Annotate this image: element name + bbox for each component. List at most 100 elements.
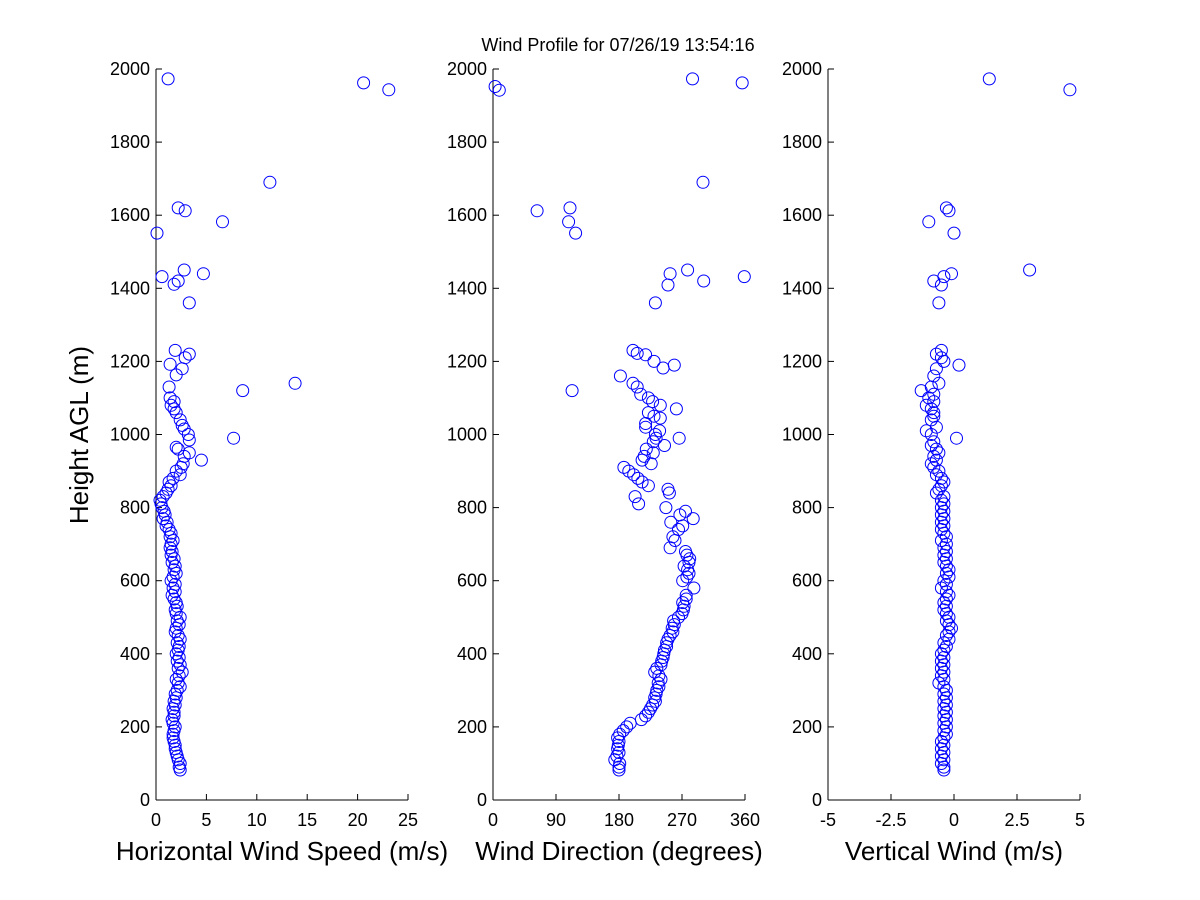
data-point <box>648 296 662 310</box>
data-point <box>939 566 953 580</box>
data-point <box>914 384 928 398</box>
data-point <box>939 201 953 215</box>
x-tick-label: 0 <box>949 810 959 830</box>
data-point <box>945 267 958 281</box>
data-point <box>934 471 948 485</box>
data-point <box>648 694 662 708</box>
data-point <box>563 201 577 215</box>
data-point <box>924 413 938 427</box>
data-point <box>169 406 183 420</box>
data-point <box>626 343 640 357</box>
y-tick-label: 600 <box>457 571 487 591</box>
data-point <box>155 270 169 284</box>
data-point <box>639 420 653 434</box>
x-tick-label: 10 <box>247 810 267 830</box>
x-axis-label: Wind Direction (degrees) <box>475 836 763 866</box>
data-point <box>172 669 186 683</box>
data-point <box>163 530 177 544</box>
data-point <box>939 545 953 558</box>
data-point <box>569 226 583 240</box>
y-tick-label: 2000 <box>110 59 150 79</box>
data-point <box>168 698 182 712</box>
data-point <box>686 72 699 86</box>
data-point <box>628 490 642 504</box>
data-point <box>171 753 185 767</box>
data-point <box>166 727 180 741</box>
x-tick-label: 25 <box>398 810 418 830</box>
data-point <box>168 738 182 752</box>
data-point <box>167 402 181 416</box>
data-point <box>646 395 660 409</box>
data-point <box>166 534 180 547</box>
data-point <box>669 402 683 416</box>
x-tick-label: 180 <box>604 810 634 830</box>
data-point <box>919 424 933 438</box>
data-point <box>937 504 951 518</box>
data-point <box>617 460 631 474</box>
data-point <box>932 676 946 690</box>
y-tick-label: 1800 <box>110 132 150 152</box>
data-point <box>929 468 943 482</box>
y-tick-label: 2000 <box>782 59 822 79</box>
data-point <box>697 274 711 288</box>
data-point <box>170 654 184 668</box>
data-point <box>167 705 181 719</box>
data-point <box>939 585 953 599</box>
data-point <box>927 406 941 420</box>
data-point <box>196 267 210 281</box>
data-point <box>646 446 660 460</box>
data-point <box>173 632 187 646</box>
data-point <box>612 760 626 774</box>
data-point <box>167 592 181 606</box>
data-point <box>170 614 184 628</box>
data-point <box>173 468 187 482</box>
data-point <box>682 555 696 569</box>
data-point <box>158 508 172 522</box>
data-point <box>672 431 686 445</box>
data-point <box>942 204 956 218</box>
data-point <box>937 354 951 368</box>
data-point <box>647 409 661 423</box>
data-point <box>488 80 502 93</box>
data-point <box>178 204 192 218</box>
data-point <box>929 442 943 456</box>
y-tick-label: 1400 <box>782 278 822 298</box>
data-point <box>167 552 181 566</box>
data-point <box>530 204 544 218</box>
y-tick-label: 1600 <box>782 205 822 225</box>
data-point <box>1023 263 1037 277</box>
data-point <box>927 274 941 288</box>
data-point <box>172 651 186 664</box>
data-point <box>650 661 664 675</box>
data-point <box>161 72 175 86</box>
data-point <box>610 749 624 763</box>
x-tick-label: 90 <box>546 810 566 830</box>
data-point <box>626 376 640 390</box>
data-point <box>630 380 644 394</box>
data-point <box>182 433 196 447</box>
data-point <box>492 83 506 97</box>
data-point <box>937 665 951 679</box>
data-point <box>982 72 996 86</box>
data-point <box>181 428 195 441</box>
y-tick-label: 200 <box>120 717 150 737</box>
data-point <box>173 413 187 427</box>
y-tick-label: 1000 <box>110 425 150 445</box>
y-tick-label: 1400 <box>447 278 487 298</box>
data-point <box>937 475 951 489</box>
y-tick-label: 400 <box>457 644 487 664</box>
data-point <box>927 449 941 463</box>
data-point <box>171 274 185 288</box>
data-point <box>166 581 180 595</box>
x-tick-label: 5 <box>1075 810 1085 830</box>
data-point <box>937 651 951 664</box>
data-point <box>950 431 963 445</box>
x-tick-label: 2.5 <box>1004 810 1029 830</box>
data-point <box>696 175 710 189</box>
data-point <box>942 563 956 577</box>
data-point <box>661 278 675 292</box>
data-point <box>639 348 653 362</box>
data-point <box>922 215 936 229</box>
